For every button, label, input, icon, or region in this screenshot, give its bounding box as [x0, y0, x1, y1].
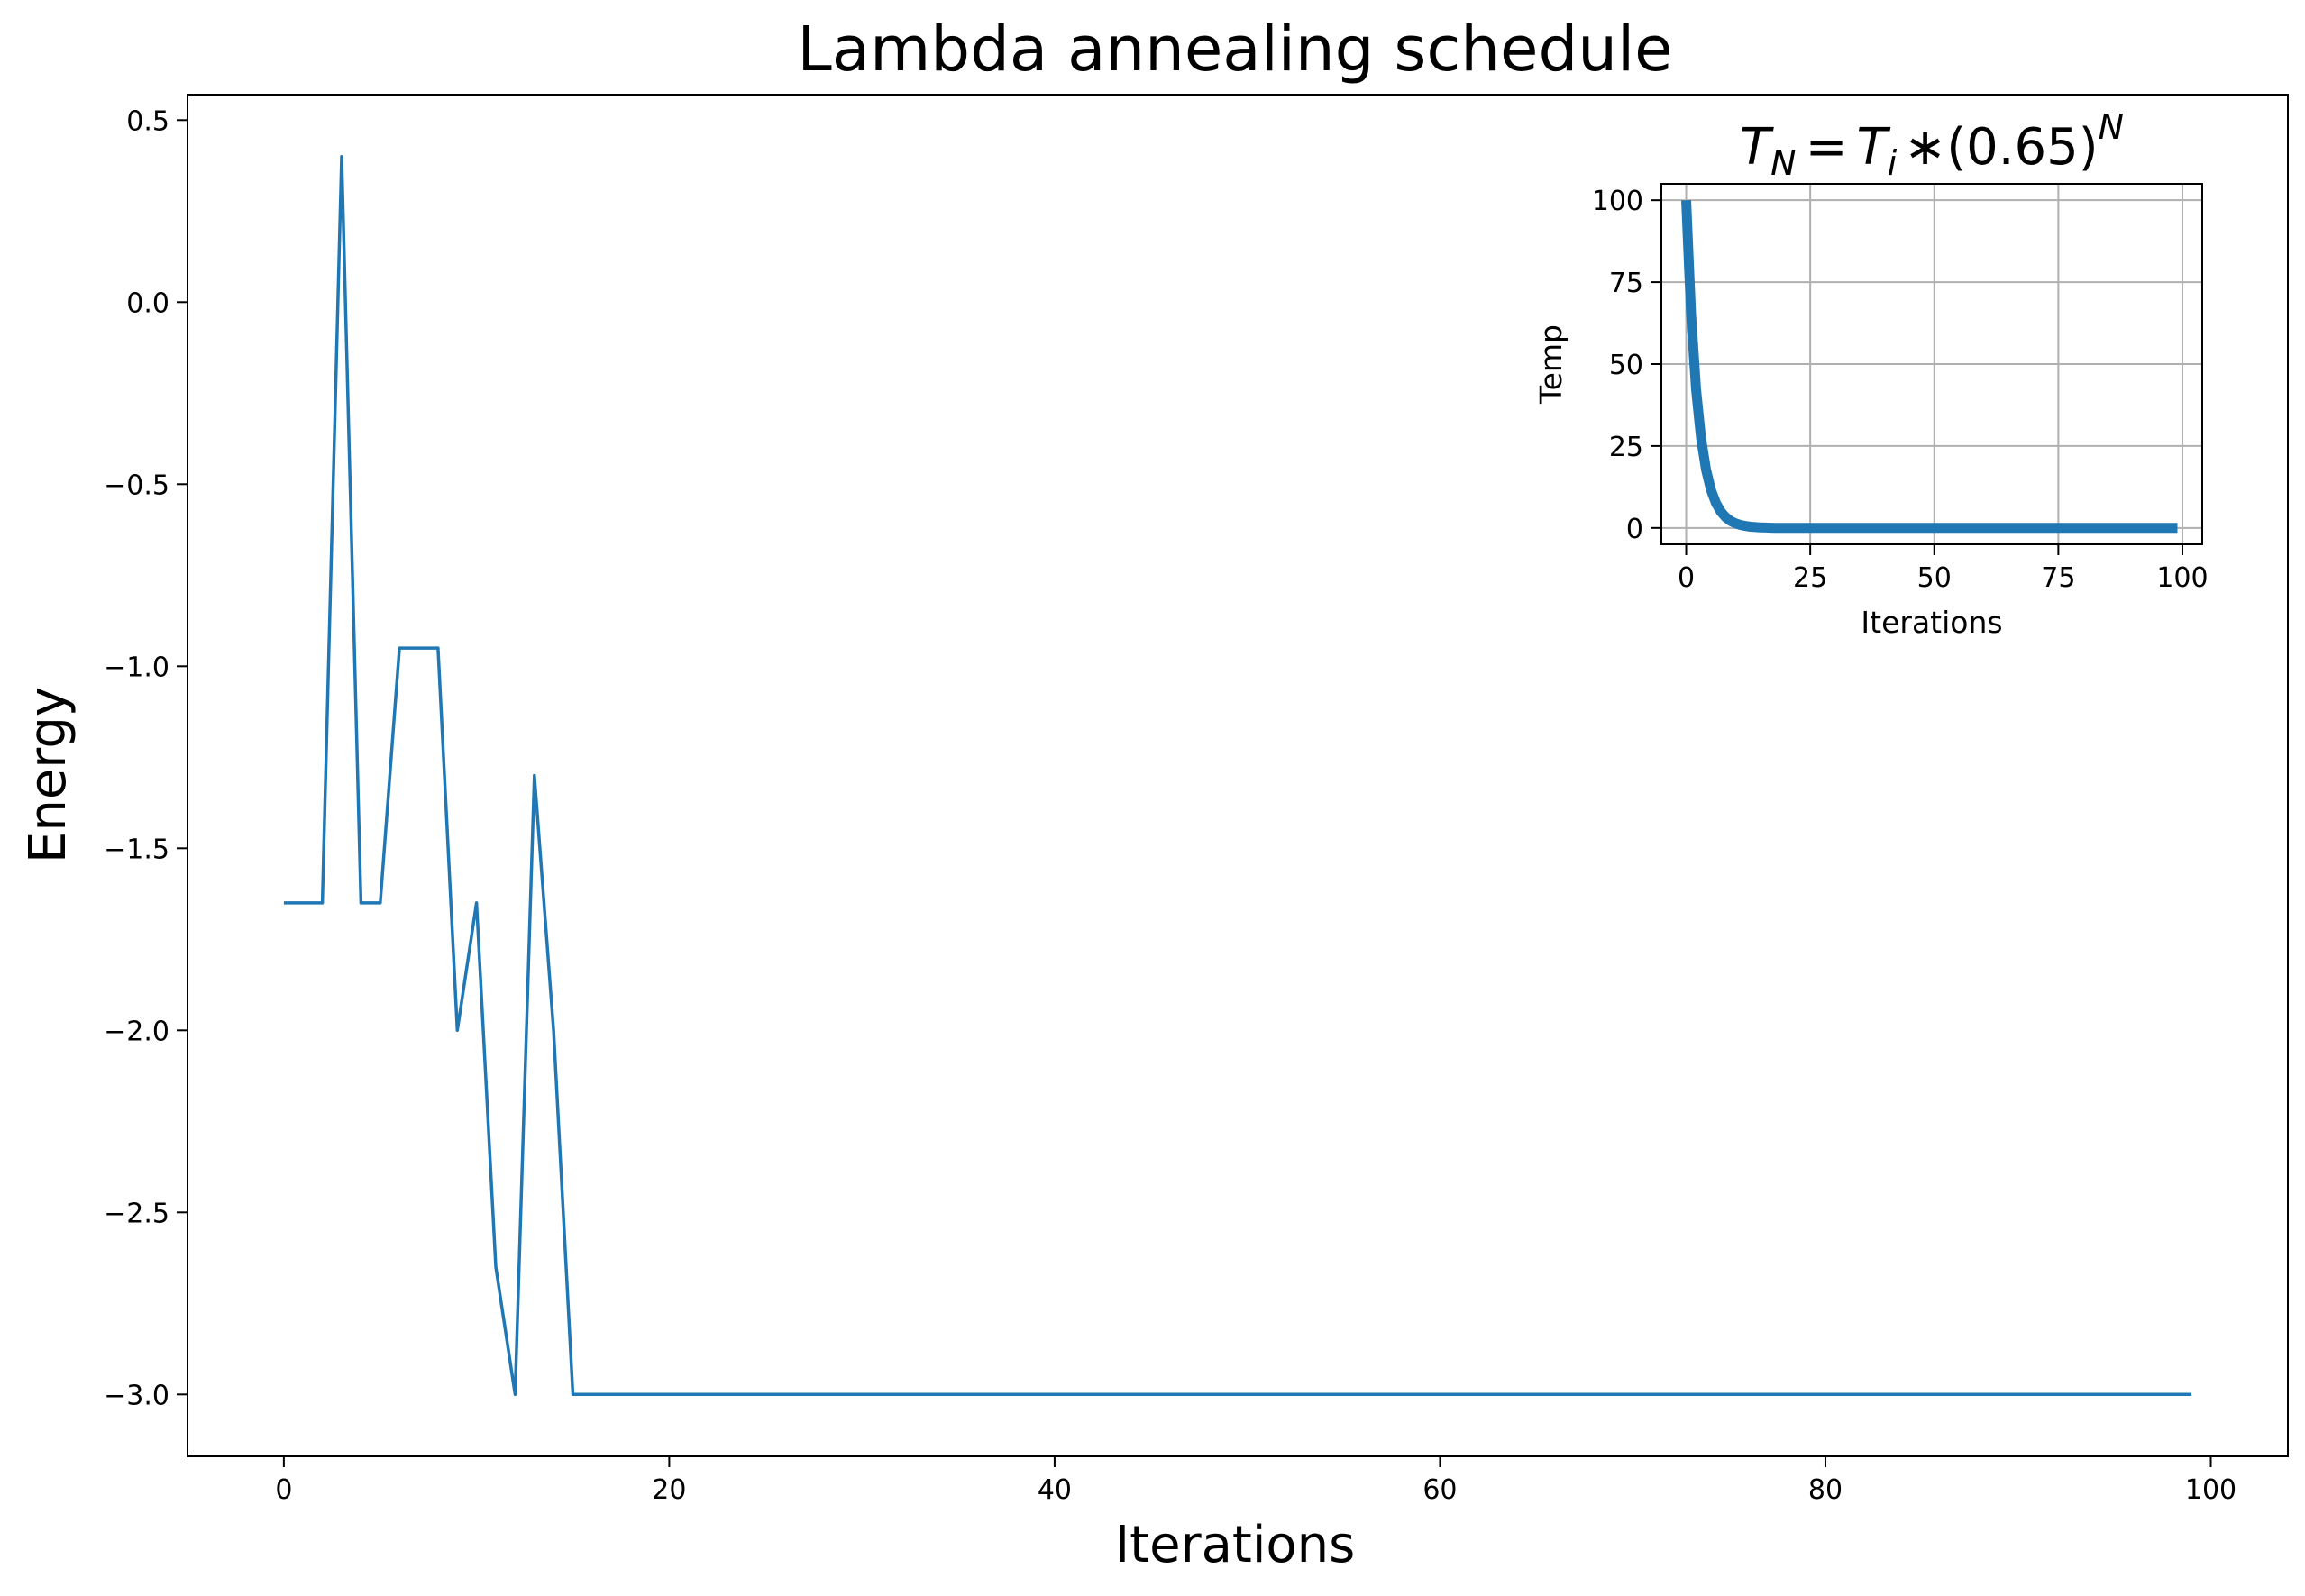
inset-y-tick-label: 50 [1609, 350, 1643, 381]
main-y-axis: 0.5 0.0 −0.5 −1.0 −1.5 −2.0 −2.5 −3.0 [104, 105, 188, 1411]
inset-title-rest: ∗(0.65) [1904, 118, 2098, 177]
inset-title-Ti: T [1857, 118, 1891, 177]
inset-y-tick-label: 100 [1592, 186, 1643, 217]
main-y-tick-label: −1.0 [104, 652, 169, 683]
inset-y-tick-label: 25 [1609, 432, 1643, 463]
inset-x-tick-label: 0 [1678, 562, 1695, 594]
main-y-tick-label: −1.5 [104, 834, 169, 865]
temp-series-line [1681, 199, 2178, 534]
inset-y-tick-label: 0 [1626, 514, 1643, 545]
inset-title-T: T [1740, 118, 1774, 177]
main-x-tick-label: 20 [652, 1474, 686, 1506]
main-x-tick-label: 40 [1038, 1474, 1072, 1506]
inset-title-sub-N: N [1770, 143, 1796, 183]
main-x-axis: 0 20 40 60 80 100 [275, 1456, 2236, 1506]
inset-x-tick-label: 75 [2041, 562, 2075, 594]
inset-x-tick-label: 100 [2156, 562, 2208, 594]
main-y-tick-label: 0.0 [126, 287, 169, 319]
inset-x-tick-label: 50 [1917, 562, 1952, 594]
main-plot-area: 0 20 40 60 80 100 0.5 0.0 −0.5 −1.0 −1.5 −2.0 −2.5 −… [104, 94, 2289, 1506]
inset-y-tick-label: 75 [1609, 268, 1643, 299]
inset-x-tick-label: 25 [1793, 562, 1827, 594]
main-x-tick-label: 80 [1808, 1474, 1843, 1506]
inset-y-axis: 0 25 50 75 100 [1592, 186, 1661, 545]
inset-title-sup-N: N [2099, 107, 2124, 147]
main-y-tick-label: −2.5 [104, 1198, 169, 1229]
main-y-tick-label: −2.0 [104, 1016, 169, 1047]
inset-grid [1661, 184, 2202, 544]
main-y-tick-label: 0.5 [126, 105, 169, 137]
chart-title: Lambda annealing schedule [797, 14, 1672, 86]
main-x-axis-label: Iterations [1115, 1516, 1356, 1574]
inset-title-eq: = [1806, 118, 1848, 177]
inset-title: TN = Ti ∗(0.65)N [1740, 107, 2124, 183]
main-plot-frame [187, 94, 2289, 1457]
main-y-tick-label: −3.0 [104, 1380, 169, 1411]
energy-series-line [283, 154, 2192, 1397]
main-x-tick-label: 0 [275, 1474, 292, 1506]
main-y-axis-label: Energy [19, 687, 78, 863]
inset-title-sub-i: i [1888, 143, 1898, 183]
inset-y-axis-label: Temp [1533, 324, 1569, 405]
main-x-tick-label: 100 [2185, 1474, 2236, 1506]
main-x-tick-label: 60 [1422, 1474, 1457, 1506]
inset-x-axis-label: Iterations [1861, 605, 2002, 640]
inset-x-axis: 0 25 50 75 100 [1678, 544, 2209, 594]
main-y-tick-label: −0.5 [104, 470, 169, 501]
